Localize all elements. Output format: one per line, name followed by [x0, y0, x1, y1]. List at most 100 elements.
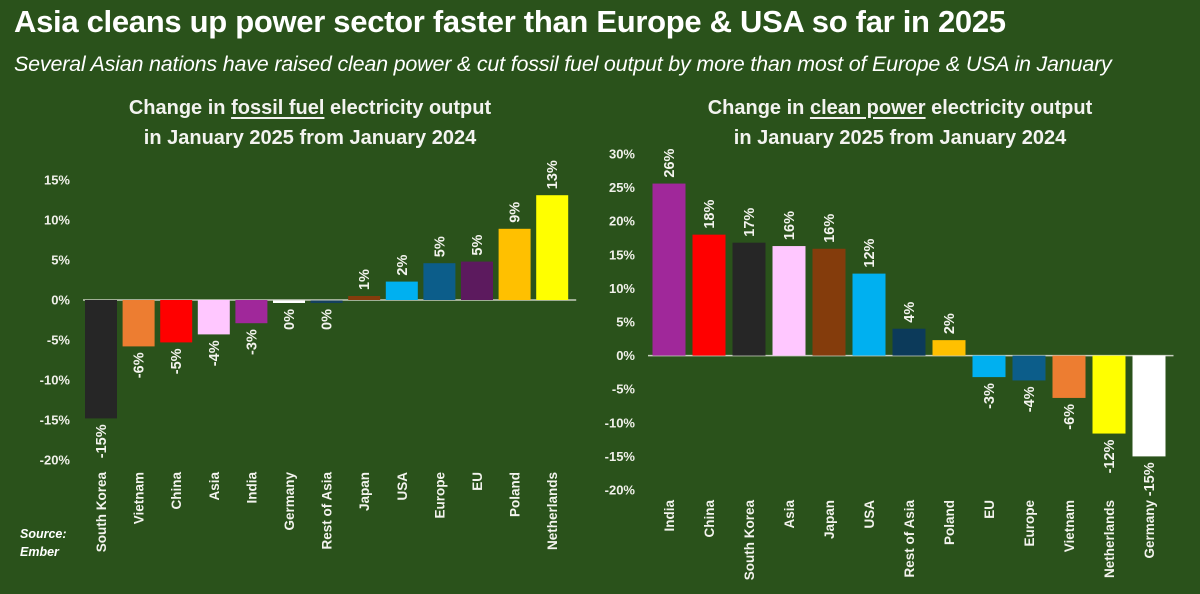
clean-data-label: 17%: [742, 208, 758, 237]
fossil-bar-asia: [197, 300, 230, 335]
fossil-bar-vietnam: [122, 300, 155, 347]
fossil-bar-europe: [423, 263, 456, 300]
clean-bar-poland: [932, 340, 966, 356]
fossil-data-label: 0%: [320, 309, 336, 330]
fossil-data-label: 1%: [357, 269, 373, 290]
fossil-category-label: Rest of Asia: [320, 472, 335, 550]
clean-data-label: 16%: [782, 211, 798, 240]
clean-data-label: 18%: [702, 200, 718, 229]
fossil-category-label: USA: [395, 472, 410, 501]
clean-ytick-label: 15%: [609, 247, 635, 262]
clean-category-label: Rest of Asia: [902, 500, 917, 578]
fossil-title-suffix: electricity output: [324, 97, 492, 119]
fossil-category-label: South Korea: [94, 472, 109, 553]
clean-category-label: EU: [982, 500, 997, 519]
fossil-bar-eu: [461, 261, 493, 300]
clean-category-label: Germany: [1142, 500, 1157, 559]
fossil-ytick-label: 15%: [44, 173, 70, 188]
clean-data-label: -4%: [1022, 386, 1038, 412]
clean-bar-south-korea: [732, 242, 766, 356]
fossil-bar-south-korea: [85, 300, 117, 419]
page-subtitle: Several Asian nations have raised clean …: [14, 52, 1112, 76]
clean-bar-japan: [812, 248, 846, 356]
fossil-category-label: Germany: [282, 472, 297, 531]
fossil-bar-poland: [498, 228, 531, 300]
clean-ytick-label: -15%: [605, 449, 636, 464]
fossil-data-label: 13%: [545, 160, 561, 189]
clean-chart-title: Change in clean power electricity output…: [620, 93, 1180, 153]
clean-ytick-label: 0%: [616, 348, 635, 363]
fossil-title-prefix: Change in: [128, 97, 232, 119]
fossil-category-label: EU: [470, 472, 485, 491]
fossil-ytick-label: -15%: [40, 413, 71, 428]
clean-data-label: 4%: [902, 302, 918, 323]
fossil-title-underlined: fossil fuel: [231, 97, 325, 119]
clean-category-label: Japan: [822, 500, 837, 539]
fossil-ytick-label: 5%: [51, 253, 70, 268]
fossil-data-label: -3%: [244, 329, 260, 355]
fossil-data-label: 9%: [508, 202, 524, 223]
clean-bar-asia: [772, 246, 806, 356]
clean-chart-title-line2: in January 2025 from January 2024: [733, 127, 1067, 149]
fossil-category-label: India: [244, 472, 259, 504]
clean-bar-china: [692, 234, 726, 356]
clean-data-label: -3%: [982, 383, 998, 409]
clean-ytick-label: 10%: [609, 281, 635, 296]
source-label: Source:: [20, 527, 67, 541]
fossil-bar-china: [160, 300, 193, 343]
clean-data-label: 12%: [862, 238, 878, 267]
fossil-chart-title-line2: in January 2025 from January 2024: [143, 127, 477, 149]
fossil-chart-title: Change in fossil fuel electricity output…: [40, 93, 580, 153]
clean-data-label: -12%: [1102, 439, 1118, 473]
fossil-ytick-label: -20%: [40, 453, 71, 468]
clean-ytick-label: -10%: [605, 415, 636, 430]
clean-bar-germany: [1132, 355, 1166, 457]
fossil-bar-rest-of-asia: [310, 300, 343, 303]
source-note: Source: Ember: [20, 525, 67, 561]
fossil-category-label: China: [169, 472, 184, 510]
clean-bar-europe: [1012, 355, 1046, 381]
clean-category-label: Netherlands: [1102, 500, 1117, 578]
fossil-category-label: Europe: [432, 472, 447, 519]
fossil-ytick-label: 0%: [51, 293, 70, 308]
clean-data-label: -15%: [1142, 462, 1158, 496]
fossil-category-label: Vietnam: [132, 472, 147, 524]
fossil-category-label: Netherlands: [545, 472, 560, 550]
fossil-category-label: Asia: [207, 472, 222, 501]
clean-category-label: South Korea: [742, 500, 757, 581]
clean-ytick-label: -20%: [605, 483, 636, 498]
clean-category-label: Poland: [942, 500, 957, 545]
fossil-data-label: -15%: [94, 424, 110, 458]
clean-data-label: 26%: [662, 148, 678, 177]
fossil-fuel-chart: 15% 10% 5% 0% -5% -10% -15% -20% -15% South Korea…: [40, 160, 577, 552]
clean-category-label: India: [662, 500, 677, 532]
clean-ytick-label: 20%: [609, 214, 635, 229]
clean-bar-india: [652, 183, 686, 356]
clean-chart-title-line1: Change in clean power electricity output: [620, 93, 1180, 123]
fossil-bar-usa: [385, 281, 418, 300]
fossil-data-label: 5%: [470, 235, 486, 256]
clean-title-underlined: clean power: [809, 97, 926, 119]
clean-bar-vietnam: [1052, 355, 1086, 398]
fossil-data-label: -6%: [132, 352, 148, 378]
fossil-ytick-label: -10%: [40, 373, 71, 388]
source-name: Ember: [20, 545, 59, 559]
clean-category-label: Asia: [782, 500, 797, 529]
fossil-bar-japan: [348, 296, 381, 300]
fossil-ytick-label: 10%: [44, 213, 70, 228]
fossil-data-label: -5%: [169, 348, 185, 374]
clean-title-suffix: electricity output: [925, 97, 1093, 119]
fossil-data-label: -4%: [207, 340, 223, 366]
clean-data-label: 2%: [942, 313, 958, 334]
clean-ytick-label: 30%: [609, 147, 635, 162]
clean-category-label: Vietnam: [1062, 500, 1077, 552]
fossil-bar-india: [235, 300, 268, 324]
clean-category-label: Europe: [1022, 500, 1037, 547]
fossil-category-label: Japan: [357, 472, 372, 511]
fossil-bar-netherlands: [536, 195, 569, 300]
fossil-data-label: 0%: [282, 309, 298, 330]
clean-data-label: 16%: [822, 214, 838, 243]
fossil-category-label: Poland: [508, 472, 523, 517]
clean-data-label: -6%: [1062, 404, 1078, 430]
